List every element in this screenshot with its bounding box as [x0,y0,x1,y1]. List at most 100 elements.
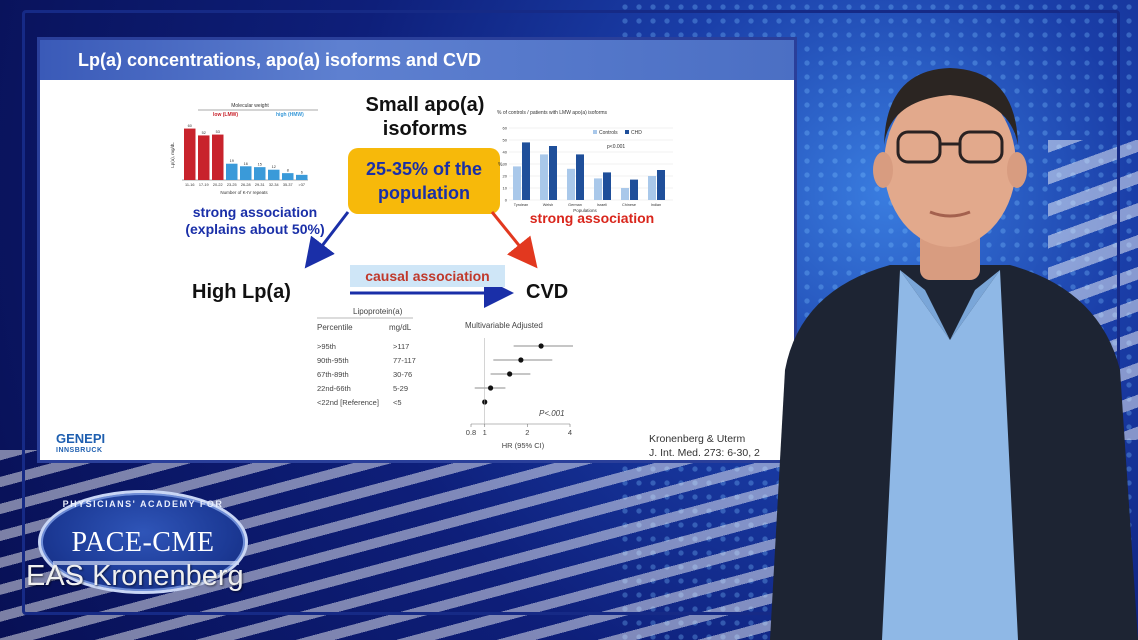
mini-bar-8 [296,174,308,180]
forest-point-3 [487,385,494,391]
mini-group-tick-2: German [568,203,582,207]
mini-group-controls-4 [621,188,629,200]
presenter-hair [884,68,1018,145]
mini-bar-1 [198,135,210,180]
forest-row-percentile-2: 67th-89th [317,370,349,379]
mini-bar-title: Molecular weight [231,103,269,109]
presenter-ear-right [1007,152,1027,188]
strong-left-line1: strong association [192,204,318,220]
mini-bar-2 [212,134,224,180]
citation-line1: Kronenberg & Uterm [649,433,746,445]
forest-point-0 [538,343,544,349]
mini-bar-high-label: high (HMW) [276,112,304,118]
presenter-ear-left [873,152,893,188]
mini-group-chd-5 [657,170,665,200]
mini-bar-tick-3: 23-25 [227,183,237,187]
mini-bar-5 [254,167,266,180]
mini-group-controls-3 [594,178,602,200]
forest-plot-title: Multivariable Adjusted [465,321,543,330]
mini-group-legend-chd-swatch [625,130,629,134]
mini-group-title: % of controls / patients with LMW apo(a)… [497,110,608,116]
mini-group-tick-3: Israeli [597,203,607,207]
citation: Kronenberg & Uterm J. Int. Med. 273: 6-3… [649,432,784,460]
presenter-video [770,68,1138,640]
mini-group-ytick-3: 30 [503,162,508,167]
forest-xlabel: HR (95% CI) [502,441,545,450]
lpa-by-kiv-bar-chart: Molecular weight low (LMW) high (HMW) Lp(a)… [170,103,318,195]
small-isoforms-line2: isoforms [382,118,468,140]
forest-col-percentile: Percentile [317,323,353,332]
forest-xtick-1: 1 [483,428,487,437]
mini-group-xlabel: Populations [573,208,597,213]
video-frame [22,10,1120,615]
forest-row-percentile-1: 90th-95th [317,356,349,365]
mini-bar-value-3: 19 [230,159,234,163]
mini-group-controls-0 [513,166,521,200]
population-callout: 25-35% of the population [348,148,500,214]
causal-association-label: causal association [350,265,505,287]
mini-group-ytick-5: 50 [503,138,508,143]
presenter-shirt [882,270,1018,640]
forest-col-mgdl: mg/dL [389,323,412,332]
mini-bar-low-label: low (LMW) [213,112,238,118]
mini-group-ytick-1: 10 [503,186,508,191]
mini-bar-0 [184,128,196,180]
forest-xtick-3: 4 [568,428,572,437]
forest-row-mgdl-2: 30-76 [393,370,412,379]
presenter-mouth [929,210,971,218]
mini-bar-7 [282,173,294,180]
mini-group-controls-2 [567,168,575,200]
arrows-layer [304,211,538,308]
genepi-logo-sub: INNSBRUCK [56,447,103,454]
mini-bar-tick-2: 20-22 [213,183,223,187]
lmw-isoform-bar-chart: % of controls / patients with LMW apo(a)… [497,110,673,213]
forest-row-percentile-4: <22nd [Reference] [317,398,379,407]
mini-group-controls-1 [540,154,548,200]
mini-bar-value-0: 60 [188,124,192,128]
high-lpa-label: High Lp(a) [192,281,291,303]
pace-band [53,561,239,565]
genepi-logo-text: GENEPI [56,431,106,446]
glasses-icon [896,130,1004,164]
population-line2: population [378,183,470,203]
mini-bar-value-5: 15 [258,163,262,167]
small-isoforms-heading: Small apo(a) isoforms [345,93,505,141]
slide-title: Lp(a) concentrations, apo(a) isoforms an… [78,49,482,70]
pace-cme-logo: PHYSICIANS' ACADEMY FOR PACE-CME [38,490,248,594]
population-line1: 25-35% of the [365,159,483,179]
pace-arc-text: PHYSICIANS' ACADEMY FOR [62,499,224,509]
strong-association-right: strong association [529,210,655,226]
mini-group-controls-5 [648,176,656,200]
mini-group-chd-0 [522,142,530,200]
forest-xtick-2: 2 [525,428,529,437]
mini-bar-6 [268,169,280,180]
mini-group-ylabel: % [498,162,503,168]
mini-bar-tick-8: >37 [299,183,305,187]
arrow-to-high-lpa [304,211,350,269]
forest-point-2 [507,371,513,377]
mini-bar-value-8: 6 [301,170,303,174]
forest-header: Lipoprotein(a) [353,307,403,316]
forest-row-mgdl-1: 77-117 [393,356,416,365]
presenter-head [884,83,1016,247]
mini-group-legend-chd: CHD [631,130,642,136]
pace-main-text: PACE-CME [71,527,215,558]
cvd-label: CVD [526,281,569,303]
presentation-slide: Lp(a) concentrations, apo(a) isoforms an… [37,37,797,463]
mini-group-ytick-0: 0 [505,198,508,203]
mini-bar-tick-5: 29-31 [255,183,265,187]
presenter-name: EAS Kronenberg [26,560,244,592]
mini-bar-value-6: 12 [272,165,276,169]
strong-left-line2: (explains about 50%) [185,221,325,237]
hazard-ratio-forest-plot: Lipoprotein(a)Percentile mg/dL Multivariab… [317,307,573,450]
mini-bar-tick-7: 35-37 [283,183,293,187]
mini-bar-tick-6: 32-34 [269,183,279,187]
mini-bar-tick-4: 26-28 [241,183,251,187]
strong-association-left: strong association (explains about 50%) [170,204,340,238]
citation-line2: J. Int. Med. 273: 6-30, 2 [649,447,760,459]
mini-group-tick-1: Welsh [543,203,553,207]
forest-row-percentile-0: >95th [317,342,336,351]
forest-row-percentile-3: 22nd-66th [317,384,351,393]
slide-header: Lp(a) concentrations, apo(a) isoforms an… [40,40,794,80]
small-isoforms-line1: Small apo(a) [365,94,485,116]
